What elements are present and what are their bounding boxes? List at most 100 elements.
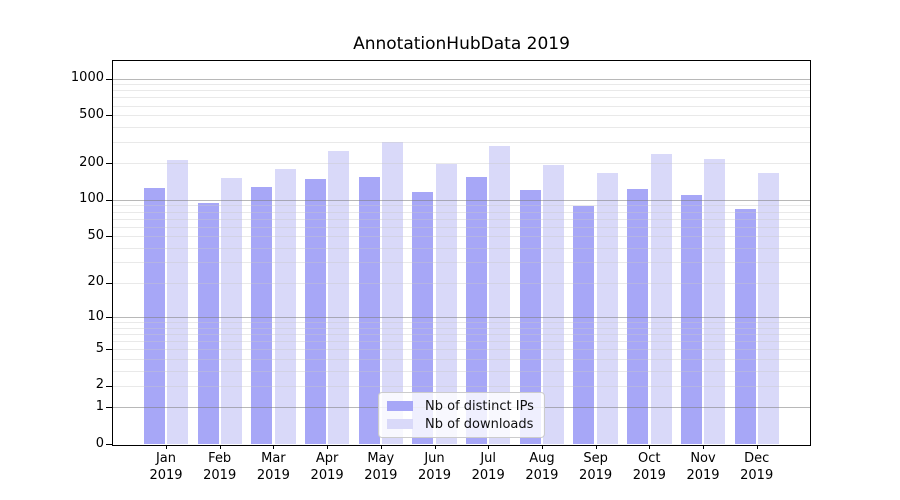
bar-downloads-jan xyxy=(167,159,189,445)
gridline-minor-9 xyxy=(113,322,810,324)
gridline-minor-300 xyxy=(113,142,810,144)
bar-ips-apr xyxy=(304,179,326,445)
x-tickmark-nov xyxy=(703,445,704,449)
bar-downloads-oct xyxy=(650,154,672,445)
y-tick-label-5: 5 xyxy=(95,340,104,356)
bar-downloads-feb xyxy=(220,177,242,445)
y-tick-label-200: 200 xyxy=(79,154,104,170)
bar-downloads-jun xyxy=(435,163,457,445)
bar-ips-oct xyxy=(627,188,649,445)
y-tick-label-50: 50 xyxy=(87,227,104,243)
bar-ips-nov xyxy=(680,195,702,445)
x-tick-label-sep: Sep 2019 xyxy=(579,451,613,483)
x-tick-label-jul: Jul 2019 xyxy=(471,451,505,483)
x-tick-label-oct: Oct 2019 xyxy=(632,451,666,483)
x-tick-label-feb: Feb 2019 xyxy=(203,451,237,483)
gridline-minor-900 xyxy=(113,84,810,86)
gridline-minor-80 xyxy=(113,211,810,213)
y-tick-label-2: 2 xyxy=(95,377,104,393)
legend-swatch-downloads xyxy=(387,419,413,429)
y-tickmark-50 xyxy=(106,236,113,238)
y-tickmark-500 xyxy=(106,115,113,117)
x-tickmark-jun xyxy=(434,445,436,449)
y-tick-label-10: 10 xyxy=(87,308,104,324)
gridline-minor-40 xyxy=(113,247,810,249)
y-tickmark-100 xyxy=(106,199,113,201)
gridline-minor-70 xyxy=(113,218,810,220)
gridline-minor-6 xyxy=(113,341,810,343)
y-tickmark-1 xyxy=(106,407,113,409)
x-tick-label-may: May 2019 xyxy=(364,451,398,483)
y-tickmark-1000 xyxy=(106,78,113,80)
gridline-minor-400 xyxy=(113,126,810,128)
y-tick-label-0: 0 xyxy=(95,435,104,451)
y-tickmark-5 xyxy=(106,349,113,351)
gridline-minor-8 xyxy=(113,327,810,329)
gridline-minor-500 xyxy=(113,115,810,117)
y-tickmark-10 xyxy=(106,317,113,319)
gridline-minor-3 xyxy=(113,370,810,372)
y-tickmark-200 xyxy=(106,163,113,165)
y-tickmark-2 xyxy=(106,385,113,387)
x-tick-label-dec: Dec 2019 xyxy=(740,451,774,483)
legend-item-downloads: Nb of downloads xyxy=(387,417,536,432)
x-tickmark-jan xyxy=(166,445,167,449)
bar-ips-aug xyxy=(519,189,541,445)
bar-downloads-may xyxy=(382,141,403,445)
gridline-minor-50 xyxy=(113,236,810,238)
gridline-major-10 xyxy=(113,317,810,319)
plot-area xyxy=(106,60,811,449)
gridline-minor-700 xyxy=(113,97,810,99)
gridline-minor-30 xyxy=(113,262,810,264)
x-tick-label-nov: Nov 2019 xyxy=(686,451,720,483)
bar-ips-dec xyxy=(734,208,756,445)
x-tick-label-aug: Aug 2019 xyxy=(525,451,559,483)
gridline-minor-90 xyxy=(113,205,810,207)
x-tick-label-apr: Apr 2019 xyxy=(310,451,344,483)
legend-swatch-distinct-ips xyxy=(387,401,413,411)
gridline-minor-200 xyxy=(113,163,810,165)
gridline-minor-2 xyxy=(113,385,810,387)
y-tick-label-20: 20 xyxy=(87,274,104,290)
x-tickmark-dec xyxy=(756,445,758,449)
legend-label-distinct-ips: Nb of distinct IPs xyxy=(425,398,534,414)
gridline-minor-800 xyxy=(113,90,810,92)
bar-downloads-nov xyxy=(704,158,726,445)
x-tickmark-sep xyxy=(595,445,597,449)
bar-ips-may xyxy=(358,176,380,445)
bar-downloads-mar xyxy=(274,169,296,445)
bar-ips-sep xyxy=(573,205,595,445)
x-tickmark-jul xyxy=(488,445,490,449)
x-tick-label-mar: Mar 2019 xyxy=(256,451,290,483)
x-tickmark-apr xyxy=(327,445,329,449)
legend-label-downloads: Nb of downloads xyxy=(425,416,534,432)
gridline-major-1000 xyxy=(113,78,810,80)
y-tick-label-1: 1 xyxy=(95,398,104,414)
chart-title: AnnotationHubData 2019 xyxy=(353,34,570,54)
gridline-minor-20 xyxy=(113,282,810,284)
bar-downloads-dec xyxy=(757,172,779,445)
gridline-minor-7 xyxy=(113,334,810,335)
bar-downloads-sep xyxy=(596,173,618,445)
y-tickmark-0 xyxy=(106,444,113,445)
gridline-minor-5 xyxy=(113,349,810,351)
bar-downloads-jul xyxy=(489,145,511,445)
bar-ips-jan xyxy=(143,187,165,445)
x-tickmark-may xyxy=(380,445,382,449)
y-tick-label-100: 100 xyxy=(79,191,104,207)
bar-ips-mar xyxy=(251,187,273,445)
y-tick-label-500: 500 xyxy=(79,106,104,122)
bar-ips-feb xyxy=(197,202,219,445)
x-tickmark-aug xyxy=(541,445,543,449)
gridline-minor-60 xyxy=(113,226,810,228)
gridline-minor-4 xyxy=(113,358,810,360)
bar-downloads-aug xyxy=(543,164,565,445)
y-tick-label-1000: 1000 xyxy=(70,70,104,86)
bar-downloads-apr xyxy=(328,151,350,445)
gridline-minor-600 xyxy=(113,105,810,107)
x-tickmark-oct xyxy=(649,445,651,449)
x-tick-label-jan: Jan 2019 xyxy=(149,451,183,483)
gridline-major-100 xyxy=(113,199,810,201)
bar-ips-jul xyxy=(466,177,487,445)
